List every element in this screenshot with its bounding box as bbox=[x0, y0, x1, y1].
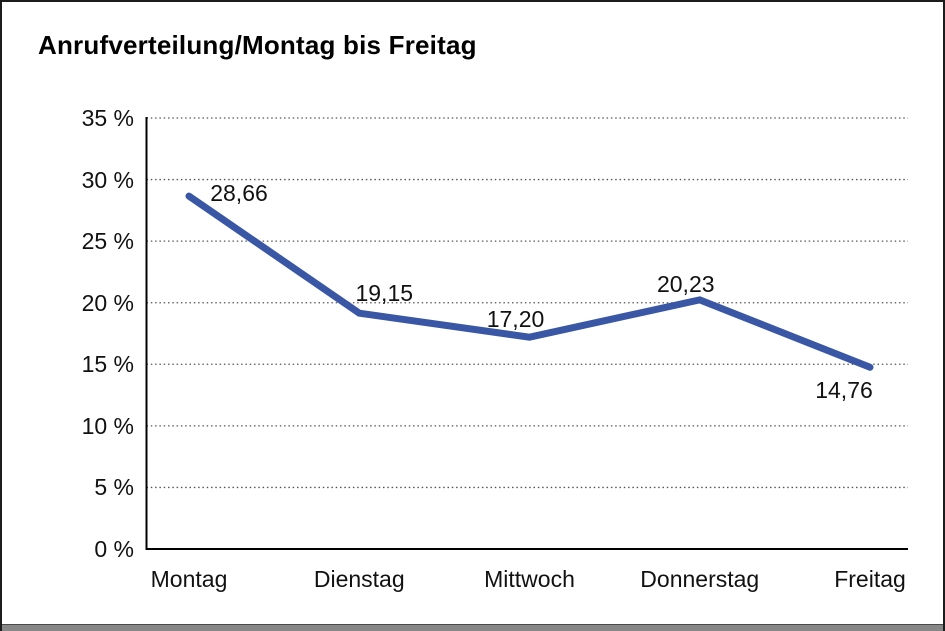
y-axis-tick-label: 35 % bbox=[81, 105, 134, 131]
data-point-label: 17,20 bbox=[486, 306, 545, 333]
data-point-label: 28,66 bbox=[210, 180, 268, 207]
y-axis-tick-label: 15 % bbox=[81, 351, 134, 378]
y-axis-tick-label: 30 % bbox=[81, 166, 134, 193]
x-axis-category-label: Donnerstag bbox=[640, 566, 760, 592]
data-point-label: 14,76 bbox=[815, 377, 873, 404]
x-axis-category-label: Montag bbox=[150, 566, 228, 592]
data-point-label: 19,15 bbox=[355, 280, 414, 307]
y-axis-tick-label: 25 % bbox=[81, 228, 134, 255]
window-bottom-edge bbox=[2, 624, 943, 631]
y-axis-tick-label: 10 % bbox=[81, 412, 134, 439]
data-point-label: 20,23 bbox=[656, 270, 715, 297]
y-axis-tick-label: 5 % bbox=[94, 474, 134, 501]
y-axis-tick-label: 0 % bbox=[94, 536, 134, 562]
x-axis-category-label: Freitag bbox=[834, 566, 906, 592]
chart-title: Anrufverteilung/Montag bis Freitag bbox=[38, 30, 477, 60]
x-axis-category-label: Dienstag bbox=[313, 566, 405, 592]
x-axis-category-label: Mittwoch bbox=[484, 566, 575, 592]
y-axis-tick-label: 20 % bbox=[81, 289, 134, 316]
data-series-line bbox=[185, 192, 874, 371]
